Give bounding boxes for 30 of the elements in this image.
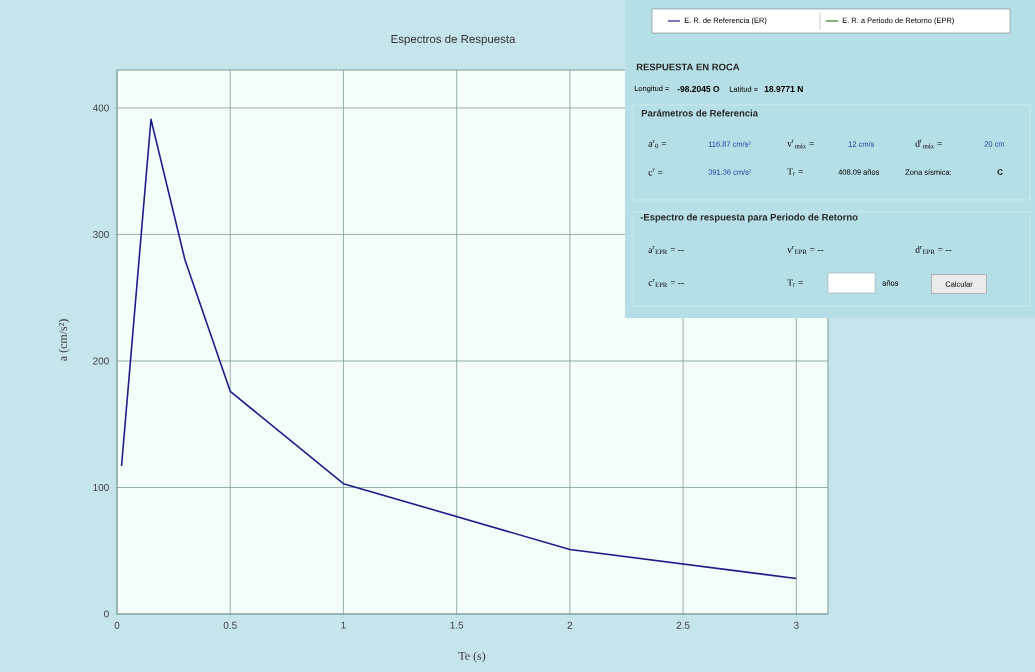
y-tick-label: 200 (93, 357, 109, 365)
annotation: -Espectro de respuesta para Periodo de Retorno (640, 213, 858, 223)
x-tick-label: 0.5 (223, 621, 237, 629)
annotation: a$^{r}$$_{0}$ = (648, 139, 667, 149)
y-tick-label: 400 (92, 104, 109, 112)
annotation: 18.9771 N (764, 86, 803, 92)
annotation: -98.2045 O (677, 86, 720, 92)
y-tick-label: 100 (93, 483, 109, 491)
annotation: T$_{r}$ = (787, 279, 803, 287)
annotation: c$^{r}$$_{EPR}$ = -- (648, 278, 684, 288)
annotation: RESPUESTA EN ROCA (636, 63, 740, 71)
x-tick-label: 3 (793, 621, 799, 629)
y-tick-label: 300 (92, 230, 109, 238)
x-tick-label: 2.5 (676, 621, 690, 629)
x-tick-label: 0 (114, 621, 120, 629)
annotation: v$^{r}$$_{EPR}$ = -- (787, 245, 824, 255)
y-axis-title: a (cm/s²) (58, 319, 70, 361)
text: d$^{r}$$_{máx}$ = (915, 139, 942, 149)
annotation: v$^{r}$$_{máx}$ = (787, 139, 814, 149)
annotation: Parámetros de Referencia (641, 109, 759, 117)
y-tick-label: 0 (104, 610, 109, 618)
x-axis-title: Te (s) (458, 651, 486, 663)
annotation: c$^{r}$ = (648, 168, 663, 176)
annotation: a$^{r}$$_{EPR}$ = -- (648, 245, 684, 255)
annotation: T$_{r}$ = (787, 168, 803, 176)
x-tick-label: 1 (341, 621, 346, 629)
x-tick-label: 2 (567, 621, 573, 629)
x-tick-label: 1.5 (450, 621, 464, 629)
chart-title: Espectros de Respuesta (391, 34, 516, 46)
text: d$^{r}$$_{EPR}$ = -- (915, 245, 952, 255)
